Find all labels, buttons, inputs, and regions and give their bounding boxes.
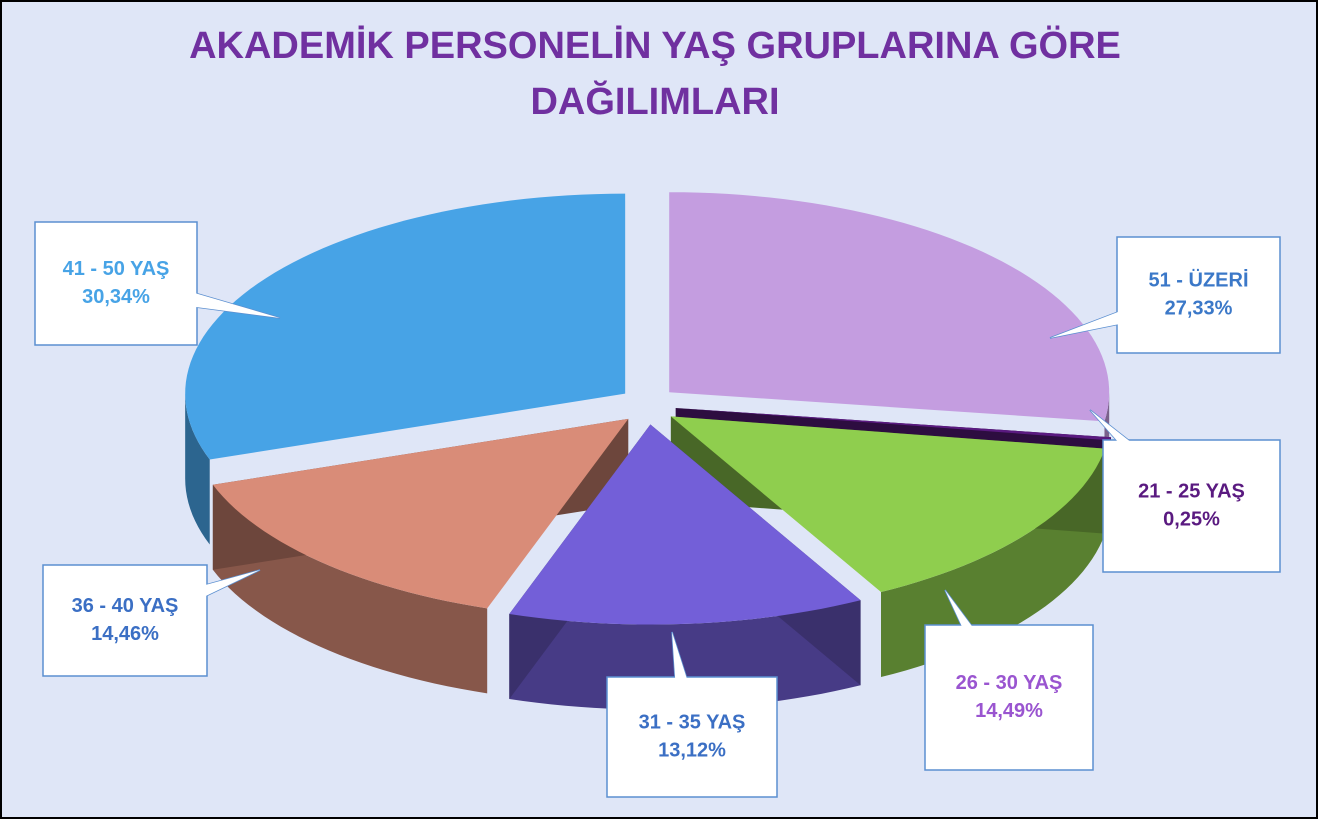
callout-joint — [672, 632, 705, 740]
callout-joint — [120, 570, 260, 633]
slice-side — [212, 484, 488, 694]
chart-title: AKADEMİK PERSONELİN YAŞ GRUPLARINA GÖRE … — [189, 25, 1121, 123]
slice — [669, 192, 1110, 422]
slice — [212, 418, 629, 609]
callout-joint — [1090, 410, 1201, 516]
slice-side — [185, 393, 210, 545]
slice — [185, 193, 626, 460]
slice-side — [881, 448, 1106, 678]
data-label-value: 14,49% — [975, 700, 1043, 722]
data-label-category: 26 - 30 YAŞ — [956, 672, 1063, 694]
slice — [509, 424, 861, 625]
data-label-value: 30,34% — [82, 286, 150, 308]
callout-joint — [1050, 282, 1203, 338]
callout-joint — [945, 590, 1021, 705]
data-label-category: 31 - 35 YAŞ — [639, 711, 746, 733]
data-label-category: 21 - 25 YAŞ — [1138, 480, 1245, 502]
data-label-value: 0,25% — [1163, 508, 1220, 530]
slice — [670, 416, 1106, 593]
callout-joint — [113, 270, 280, 318]
data-label-category: 51 - ÜZERİ — [1148, 268, 1248, 291]
data-label-category: 36 - 40 YAŞ — [72, 595, 179, 617]
slice — [675, 408, 1111, 441]
data-label-value: 14,46% — [91, 623, 159, 645]
data-label-category: 41 - 50 YAŞ — [63, 258, 170, 280]
data-label-value: 27,33% — [1165, 297, 1233, 319]
data-label-value: 13,12% — [658, 739, 726, 761]
